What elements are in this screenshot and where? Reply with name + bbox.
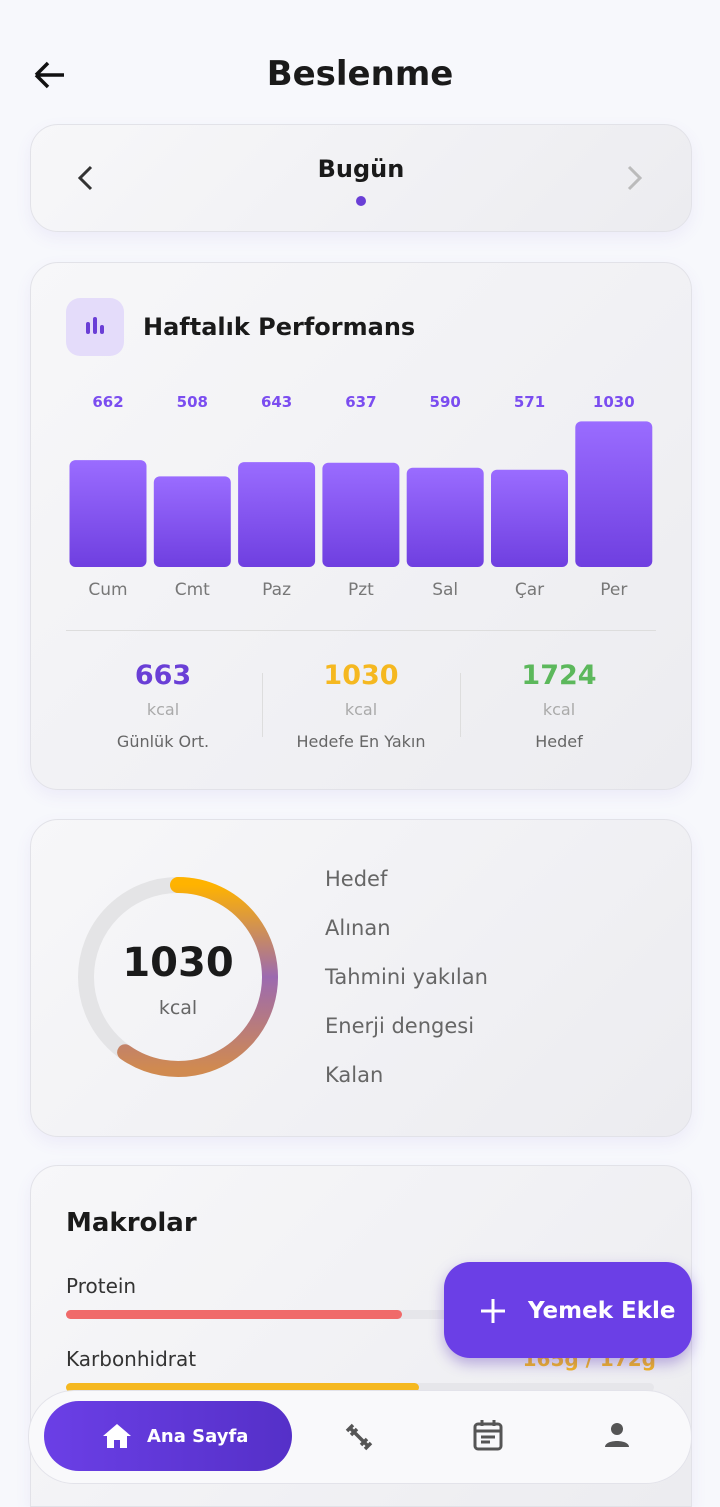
bar (69, 460, 147, 567)
date-nav: Bugün (30, 124, 692, 232)
dot (356, 196, 366, 206)
bar (153, 476, 231, 567)
nav-calendar[interactable] (473, 1419, 503, 1451)
day-label: Paz (262, 580, 291, 600)
date-label: Bugün (317, 155, 405, 183)
bar (491, 469, 568, 567)
nav-profile[interactable] (603, 1421, 631, 1449)
summary-row: Hedef1724 kcal (325, 867, 388, 891)
nav-home[interactable]: Ana Sayfa (44, 1401, 292, 1471)
day-label: Cum (88, 580, 127, 600)
macro-name: Karbonhidrat (66, 1347, 197, 1371)
day-label: Çar (515, 580, 544, 600)
chart-icon (86, 317, 104, 334)
bottom-nav: Ana Sayfa (28, 1390, 692, 1484)
stat-unit: kcal (344, 700, 378, 719)
bar (406, 467, 484, 567)
fab-label: Yemek Ekle (528, 1298, 676, 1324)
fab[interactable]: Yemek Ekle (444, 1262, 692, 1358)
next[interactable] (625, 165, 645, 191)
stat-value: 1030 (323, 660, 399, 691)
day-label: Pzt (348, 580, 374, 600)
weekly-card: Haftalık Performans 662 Cum 508 Cmt 643 Paz 63… (30, 262, 692, 790)
summary-row: Kalan694 kcal (325, 1063, 384, 1087)
stat-value: 1724 (521, 660, 597, 691)
stat-label: Günlük Ort. (116, 732, 210, 751)
ring-value: 1030 (122, 940, 234, 986)
stat-unit: kcal (542, 700, 576, 719)
macro-track (66, 1383, 654, 1392)
stat-label: Hedefe En Yakın (296, 732, 426, 751)
stat-sep (460, 673, 461, 737)
stat-value: 663 (134, 660, 192, 691)
bar-value: 571 (514, 393, 545, 411)
bar-value: 1030 (593, 393, 635, 411)
summary-row: Alınan1030 kcal (325, 916, 391, 940)
day-label: Per (600, 580, 627, 600)
back[interactable] (32, 58, 66, 92)
plus-icon (481, 1299, 505, 1323)
bar-value: 643 (261, 393, 292, 411)
bar-value: 662 (92, 393, 123, 411)
stat-sep (262, 673, 263, 737)
ring (78, 877, 278, 1077)
bar-value: 590 (430, 393, 461, 411)
weekly-title: Haftalık Performans (143, 313, 416, 341)
ring-unit: kcal (158, 997, 198, 1019)
macro-fill (66, 1383, 419, 1392)
prev[interactable] (75, 165, 95, 191)
nav-workout[interactable] (343, 1421, 375, 1453)
stat-unit: kcal (146, 700, 180, 719)
divider (66, 630, 656, 631)
nav-label: Ana Sayfa (147, 1426, 249, 1447)
title: Beslenme (266, 54, 454, 94)
summary-row: Enerji dengesi-21 kcal (325, 1014, 475, 1038)
macro-track (66, 1310, 654, 1319)
bar-value: 508 (177, 393, 208, 411)
summary-card: 1030 kcal Hedef1724 kcal Alınan1030 kcal T… (30, 819, 692, 1137)
summary-row: Tahmini yakılan1051 kcal (325, 965, 488, 989)
stat-label: Hedef (535, 732, 583, 751)
macro-fill (66, 1310, 402, 1319)
macros-title: Makrolar (66, 1208, 197, 1238)
day-label: Sal (432, 580, 458, 600)
ring-arc (117, 877, 278, 1077)
bar (238, 462, 316, 567)
macro-name: Protein (66, 1274, 137, 1298)
day-label: Cmt (175, 580, 210, 600)
home-icon (103, 1424, 131, 1448)
bar (575, 421, 653, 567)
weekly-chart: 662 Cum 508 Cmt 643 Paz 637 Pzt 590 Sal 571 Çar 1030… (69, 393, 653, 600)
bar (322, 462, 400, 567)
icon-bg (66, 298, 124, 356)
bar-value: 637 (345, 393, 376, 411)
